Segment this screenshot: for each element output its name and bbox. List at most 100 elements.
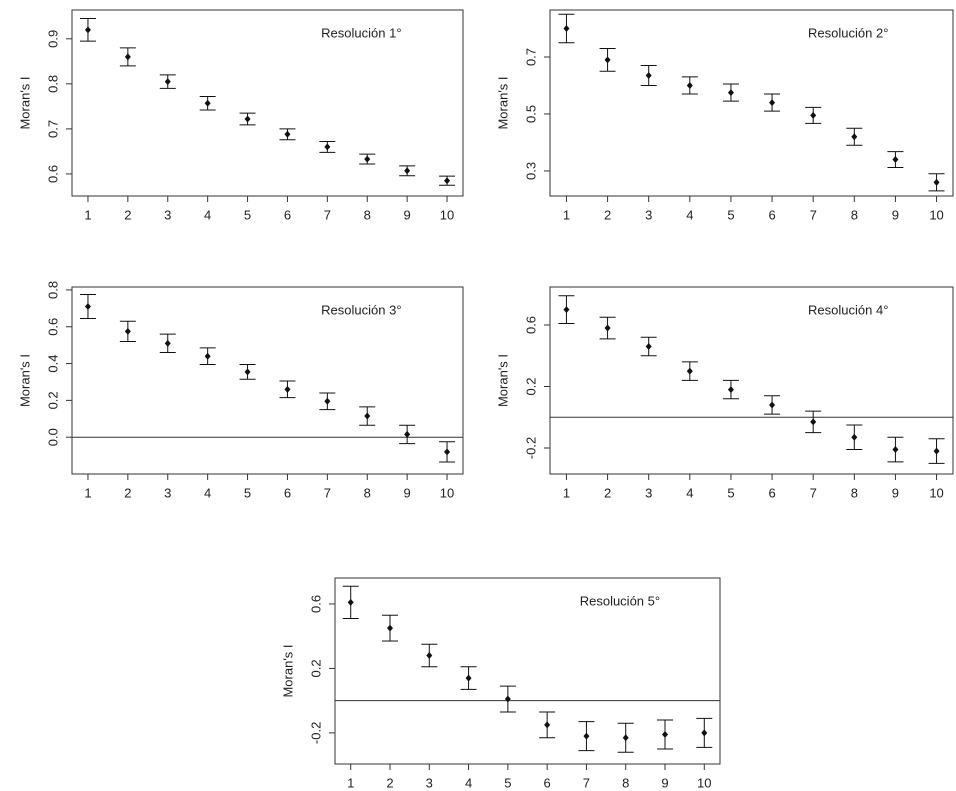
y-tick-label: -0.2 <box>523 437 538 459</box>
x-tick-label: 10 <box>929 485 943 500</box>
point <box>892 156 899 164</box>
annotation: Resolución 1° <box>321 25 401 40</box>
x-tick-label: 7 <box>583 775 590 790</box>
x-tick-label: 5 <box>727 485 734 500</box>
x-tick-label: 3 <box>164 207 171 222</box>
point <box>701 729 708 737</box>
y-tick-label: 0.8 <box>45 281 60 299</box>
panel: 1 2 3 4 5 6 7 8 9 10 0.3 0.5 0.7 Moran's I Resolución … <box>495 9 954 222</box>
x-tick-label: 1 <box>563 485 570 500</box>
point <box>244 115 251 123</box>
point <box>622 734 629 742</box>
point <box>444 177 451 185</box>
point <box>769 99 776 107</box>
point <box>164 339 171 347</box>
point <box>810 418 817 426</box>
point <box>204 352 211 360</box>
panel: 1 2 3 4 5 6 7 8 9 10 -0.2 0.2 0.6 Moran's I Resolución… <box>280 577 721 790</box>
x-tick-label: 2 <box>604 485 611 500</box>
point <box>851 133 858 141</box>
point <box>604 324 611 332</box>
point <box>284 385 291 393</box>
x-tick-label: 6 <box>768 485 775 500</box>
x-tick-label: 2 <box>124 485 131 500</box>
point <box>810 111 817 119</box>
point <box>465 674 472 682</box>
point <box>504 695 511 703</box>
point <box>544 721 551 729</box>
x-tick-label: 6 <box>544 775 551 790</box>
x-tick-label: 5 <box>244 207 251 222</box>
x-tick-label: 3 <box>164 485 171 500</box>
point <box>364 155 371 163</box>
x-tick-label: 6 <box>284 207 291 222</box>
point <box>583 732 590 740</box>
x-tick-label: 8 <box>851 485 858 500</box>
point <box>426 652 433 660</box>
point <box>84 26 91 34</box>
annotation: Resolución 4° <box>808 302 888 317</box>
y-axis-label: Moran's I <box>17 354 32 407</box>
x-tick-label: 4 <box>686 485 693 500</box>
y-tick-label: 0.8 <box>45 75 60 93</box>
panel: 1 2 3 4 5 6 7 8 9 10 0.0 0.2 0.4 0.6 0.8 Moran's I Resol… <box>17 281 464 500</box>
point <box>444 448 451 456</box>
point <box>364 412 371 420</box>
point <box>324 143 331 151</box>
plot-frame <box>71 286 464 475</box>
x-tick-label: 3 <box>426 775 433 790</box>
point <box>563 306 570 314</box>
x-tick-label: 4 <box>204 485 211 500</box>
x-tick-label: 1 <box>84 485 91 500</box>
x-tick-label: 1 <box>563 207 570 222</box>
plot-frame <box>549 9 954 197</box>
x-tick-label: 9 <box>892 207 899 222</box>
x-tick-label: 2 <box>386 775 393 790</box>
point <box>164 78 171 86</box>
x-tick-label: 1 <box>84 207 91 222</box>
x-tick-label: 10 <box>440 207 454 222</box>
x-tick-label: 6 <box>284 485 291 500</box>
x-tick-label: 9 <box>404 485 411 500</box>
x-tick-label: 5 <box>244 485 251 500</box>
point <box>933 447 940 455</box>
point <box>851 433 858 441</box>
x-tick-label: 10 <box>440 485 454 500</box>
plot-frame <box>334 577 721 765</box>
x-tick-label: 3 <box>645 207 652 222</box>
x-tick-label: 10 <box>929 207 943 222</box>
x-tick-label: 3 <box>645 485 652 500</box>
point <box>284 130 291 138</box>
x-tick-label: 8 <box>364 207 371 222</box>
y-tick-label: 0.3 <box>523 162 538 180</box>
point <box>84 303 91 311</box>
x-tick-label: 7 <box>810 485 817 500</box>
x-tick-label: 4 <box>686 207 693 222</box>
panel: 1 2 3 4 5 6 7 8 9 10 0.6 0.7 0.8 0.9 Moran's I Resoluci… <box>17 9 464 222</box>
y-tick-label: 0.2 <box>45 391 60 409</box>
x-tick-label: 4 <box>465 775 472 790</box>
point <box>662 731 668 739</box>
x-tick-label: 7 <box>324 207 331 222</box>
x-tick-label: 7 <box>324 485 331 500</box>
y-axis-label: Moran's I <box>495 76 510 129</box>
x-tick-label: 1 <box>347 775 354 790</box>
x-tick-label: 5 <box>727 207 734 222</box>
point <box>686 367 693 375</box>
point <box>727 89 734 97</box>
point <box>933 178 940 186</box>
annotation: Resolución 5° <box>580 593 660 608</box>
x-tick-label: 10 <box>697 775 711 790</box>
point <box>204 99 211 107</box>
y-tick-label: 0.6 <box>523 316 538 334</box>
x-tick-label: 9 <box>404 207 411 222</box>
x-tick-label: 2 <box>604 207 611 222</box>
panel: 1 2 3 4 5 6 7 8 9 10 -0.2 0.2 0.6 Moran's I Resolución… <box>495 286 954 500</box>
x-tick-label: 4 <box>204 207 211 222</box>
point <box>645 343 652 351</box>
point <box>404 430 411 438</box>
y-axis-label: Moran's I <box>280 644 295 697</box>
point <box>347 598 354 606</box>
point <box>324 397 331 405</box>
